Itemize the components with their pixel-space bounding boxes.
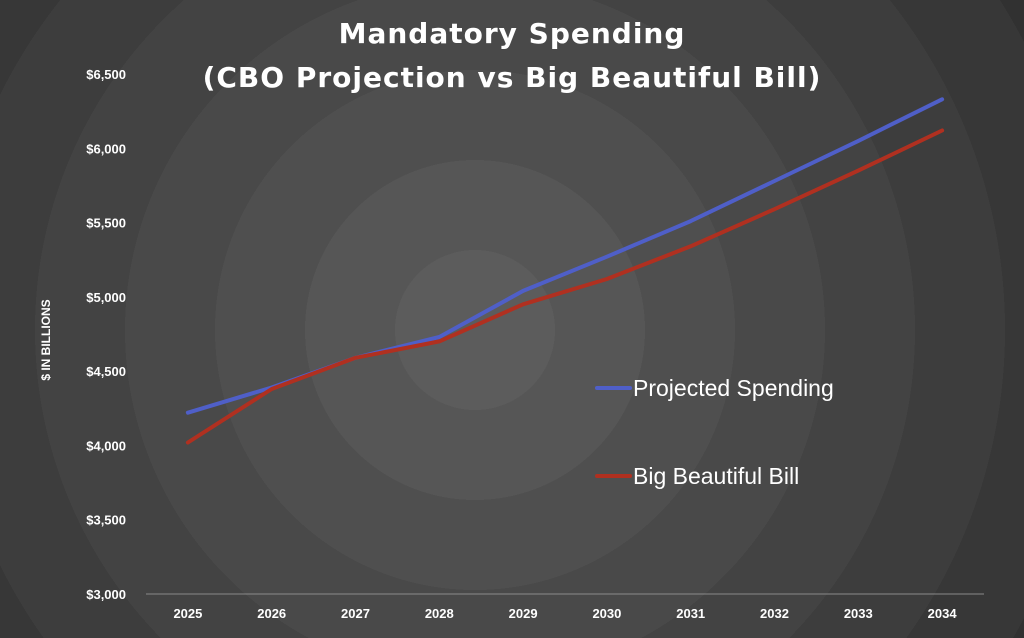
y-tick-label: $4,500 — [86, 364, 126, 379]
x-tick-label: 2033 — [844, 606, 873, 621]
x-tick-label: 2027 — [341, 606, 370, 621]
series-line-2 — [185, 128, 945, 445]
legend-label: Projected Spending — [633, 375, 834, 401]
legend: Projected Spending Big Beautiful Bill — [595, 375, 834, 489]
x-tick-labels: 2025 2026 2027 2028 2029 2030 2031 2032 2033 2034 — [173, 606, 957, 621]
y-axis-label: $ IN BILLIONS — [39, 299, 53, 380]
y-tick-label: $3,000 — [86, 587, 126, 602]
y-tick-label: $6,500 — [86, 67, 126, 82]
x-tick-label: 2031 — [676, 606, 705, 621]
y-tick-labels: $3,000 $3,500 $4,000 $4,500 $5,000 $5,500 $6,0… — [86, 67, 126, 602]
y-tick-label: $6,000 — [86, 141, 126, 156]
x-tick-label: 2034 — [928, 606, 958, 621]
y-tick-label: $4,000 — [86, 438, 126, 453]
x-tick-label: 2029 — [509, 606, 538, 621]
chart-title-line-1: Mandatory Spending — [339, 17, 686, 50]
x-tick-label: 2030 — [592, 606, 621, 621]
x-tick-label: 2025 — [173, 606, 202, 621]
chart-title-line-2: (CBO Projection vs Big Beautiful Bill) — [203, 61, 822, 94]
series-lines — [185, 97, 945, 445]
y-tick-label: $5,500 — [86, 216, 126, 231]
series-line-1 — [185, 97, 945, 415]
legend-label: Big Beautiful Bill — [633, 463, 799, 489]
y-tick-label: $3,500 — [86, 513, 126, 528]
x-tick-label: 2028 — [425, 606, 454, 621]
x-tick-label: 2032 — [760, 606, 789, 621]
x-tick-label: 2026 — [257, 606, 286, 621]
y-tick-label: $5,000 — [86, 290, 126, 305]
